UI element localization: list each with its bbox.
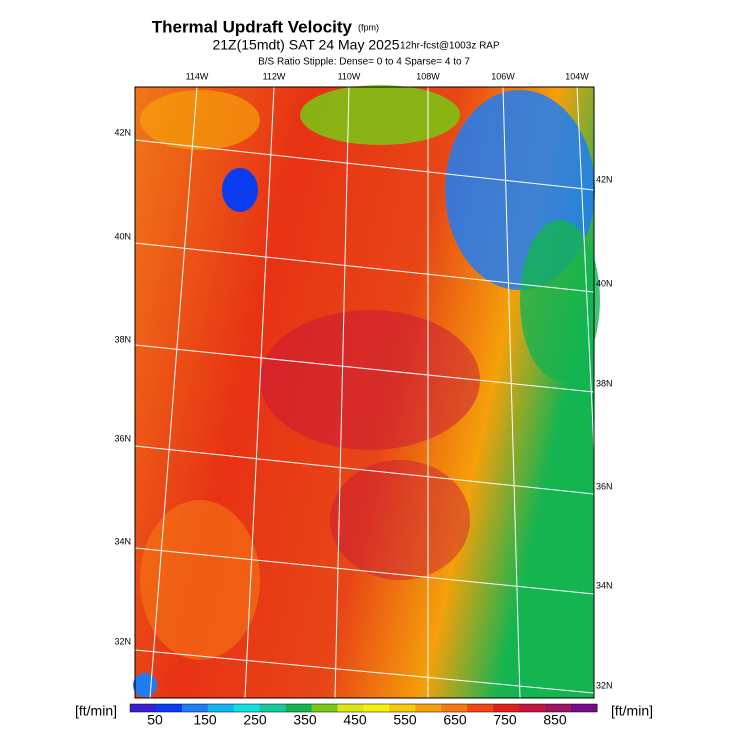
lat-label: 32N — [596, 680, 613, 690]
high-region — [260, 310, 480, 450]
colorbar-swatch — [493, 704, 520, 712]
colorbar-swatch — [259, 704, 287, 712]
lat-label: 38N — [114, 334, 131, 344]
lon-label: 114W — [186, 71, 209, 81]
graticule — [134, 86, 595, 699]
colorbar-swatch — [181, 704, 209, 712]
low-region — [520, 220, 600, 380]
lat-label: 34N — [596, 580, 613, 590]
colorbar-swatch — [311, 704, 339, 712]
colorbar-label: 750 — [493, 712, 517, 728]
lat-label: 38N — [596, 378, 613, 388]
run-info: 12hr-fcst@1003z RAP — [400, 41, 500, 52]
colorbar-label: 850 — [543, 712, 567, 728]
colorbar-swatch — [389, 704, 416, 712]
colorbar-label: 150 — [193, 712, 217, 728]
colorbar-swatch — [415, 704, 442, 712]
lat-label: 34N — [114, 536, 131, 546]
lon-label: 110W — [338, 71, 361, 81]
colorbar-label: 250 — [243, 712, 267, 728]
lat-label: 36N — [114, 433, 131, 443]
colorbar-swatch — [519, 704, 546, 712]
colorbar-swatch — [337, 704, 364, 712]
lat-label: 32N — [114, 636, 131, 646]
colorbar-label: 450 — [343, 712, 367, 728]
colorbar-swatch — [233, 704, 261, 712]
colorbar-frame — [129, 703, 598, 713]
lat-label: 40N — [114, 231, 131, 241]
colorbar-swatch — [285, 704, 313, 712]
low-region — [222, 168, 258, 212]
colorbar-swatch — [545, 704, 572, 712]
colorbar-swatch — [155, 704, 183, 712]
map-frame — [134, 86, 595, 699]
mid-region — [140, 500, 260, 660]
units-left: [ft/min] — [75, 703, 117, 719]
subtitle: 21Z(15mdt) SAT 24 May 2025 — [212, 37, 399, 53]
high-region — [330, 460, 470, 580]
units-right: [ft/min] — [611, 703, 653, 719]
colorbar-label: 50 — [147, 712, 163, 728]
title: Thermal Updraft Velocity — [152, 17, 353, 36]
low-region — [300, 85, 460, 145]
colorbar-swatch — [207, 704, 235, 712]
colorbar-swatch — [130, 704, 157, 712]
lat-label: 42N — [596, 174, 613, 184]
lon-label: 106W — [491, 71, 515, 81]
map — [133, 85, 600, 699]
title-unit: (fpm) — [358, 22, 379, 32]
colorbar-swatch — [467, 704, 494, 712]
lat-label: 42N — [114, 127, 131, 137]
mid-region — [140, 90, 260, 150]
lon-label: 108W — [416, 71, 440, 81]
low-region — [133, 673, 157, 697]
lat-label: 40N — [596, 278, 613, 288]
colorbar-swatch — [441, 704, 468, 712]
colorbar-swatch — [571, 704, 598, 712]
lat-label: 36N — [596, 481, 613, 491]
stipple-note: B/S Ratio Stipple: Dense= 0 to 4 Sparse=… — [258, 57, 470, 68]
lon-label: 112W — [263, 71, 286, 81]
colorbar-swatch — [363, 704, 390, 712]
lon-label: 104W — [565, 71, 589, 81]
colorbar-label: 350 — [293, 712, 317, 728]
colorbar-label: 650 — [443, 712, 467, 728]
colorbar-label: 550 — [393, 712, 417, 728]
